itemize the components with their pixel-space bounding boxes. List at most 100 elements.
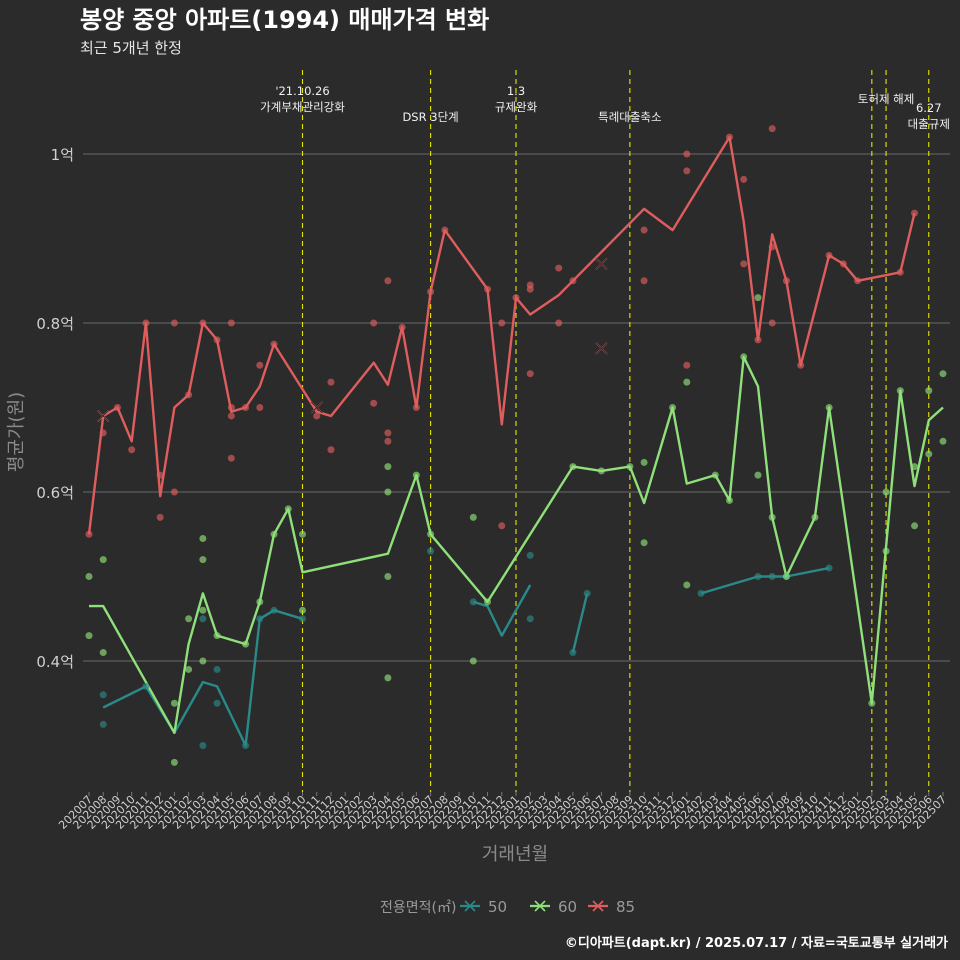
data-point-85	[384, 429, 392, 437]
data-point-60	[711, 471, 719, 479]
cross-marker-85	[595, 342, 608, 355]
data-point-60	[911, 522, 919, 530]
legend-swatch-cross	[464, 900, 476, 912]
data-point-85	[327, 378, 335, 386]
data-point-60	[811, 513, 819, 521]
data-point-60	[782, 573, 790, 580]
data-point-50	[199, 742, 207, 749]
data-point-85	[768, 319, 776, 327]
data-point-85	[113, 404, 121, 411]
data-point-60	[384, 674, 392, 682]
data-point-60	[754, 294, 762, 302]
data-point-60	[754, 471, 762, 479]
data-point-85	[555, 264, 563, 272]
data-point-50	[270, 606, 278, 614]
data-point-60	[299, 530, 306, 538]
data-point-85	[156, 513, 164, 521]
legend-swatch-cross	[592, 900, 604, 912]
data-point-60	[911, 463, 919, 471]
data-point-60	[170, 758, 178, 766]
data-point-60	[683, 581, 691, 589]
data-point-50	[99, 720, 107, 728]
data-point-85	[99, 429, 107, 437]
data-point-50	[242, 742, 250, 749]
y-tick-label: 0.4억	[36, 653, 74, 671]
data-point-60	[939, 437, 947, 445]
data-point-50	[825, 564, 833, 572]
cross-stroke	[310, 401, 323, 414]
data-point-85	[782, 277, 790, 285]
data-point-60	[925, 387, 933, 395]
cross-marker-85	[595, 257, 608, 270]
data-point-85	[498, 522, 506, 530]
x-axis-ticks: 2020072020082020092020102020112020122021…	[56, 792, 949, 832]
data-point-85	[313, 412, 321, 420]
chart-caption: ©디아파트(dapt.kr) / 2025.07.17 / 자료=국토교통부 실…	[565, 935, 948, 951]
series-line-50	[472, 584, 532, 637]
legend-item-60: 60	[530, 898, 577, 916]
data-point-50	[256, 615, 264, 623]
x-axis-title: 거래년월	[482, 844, 548, 865]
series-line-50	[102, 609, 303, 747]
data-point-60	[640, 458, 648, 466]
data-point-60	[925, 450, 933, 458]
data-point-85	[512, 294, 520, 302]
data-point-60	[882, 488, 890, 496]
cross-stroke	[97, 410, 110, 422]
data-point-60	[85, 632, 93, 640]
legend-item-50: 50	[460, 898, 507, 916]
data-point-85	[526, 285, 534, 293]
chart-title: 봉양 중앙 아파트(1994) 매매가격 변화	[80, 6, 489, 34]
data-point-50	[768, 573, 776, 580]
data-point-50	[526, 551, 534, 559]
data-point-60	[199, 657, 207, 665]
data-point-50	[469, 598, 477, 606]
data-point-85	[327, 446, 335, 454]
legend-title: 전용면적(㎡)	[380, 900, 456, 916]
data-point-85	[754, 336, 762, 344]
series-line-60	[89, 355, 944, 734]
data-point-50	[142, 682, 150, 690]
data-point-60	[199, 534, 207, 542]
data-point-50	[569, 649, 577, 657]
data-point-60	[726, 496, 733, 504]
data-point-85	[398, 323, 406, 331]
event-annotation-text: '21.10.26	[275, 84, 329, 98]
y-tick-label: 0.6억	[36, 484, 74, 502]
data-point-85	[227, 404, 235, 411]
data-point-60	[185, 615, 193, 623]
data-point-85	[740, 260, 748, 268]
data-point-60	[270, 530, 278, 538]
data-point-50	[99, 691, 107, 699]
data-point-60	[170, 699, 178, 707]
data-point-85	[170, 319, 178, 327]
data-point-85	[683, 361, 691, 369]
data-point-60	[626, 463, 634, 471]
event-annotation-text: 토허제 해제	[858, 92, 915, 106]
data-point-85	[526, 370, 534, 378]
data-point-85	[768, 243, 776, 251]
data-point-60	[185, 665, 193, 673]
data-point-60	[896, 387, 904, 395]
data-point-85	[256, 361, 264, 369]
data-point-85	[683, 150, 691, 158]
y-tick-label: 0.8억	[36, 315, 74, 333]
data-point-60	[384, 488, 392, 496]
data-point-60	[256, 598, 264, 606]
data-point-85	[797, 361, 805, 369]
data-point-85	[740, 175, 748, 183]
event-annotation-text: 6.27	[916, 101, 942, 115]
data-point-85	[839, 260, 847, 268]
data-point-50	[299, 615, 306, 623]
data-point-60	[640, 539, 648, 547]
data-point-60	[85, 573, 93, 580]
legend-item-85: 85	[588, 898, 635, 916]
data-point-85	[726, 133, 733, 141]
data-point-85	[142, 319, 150, 327]
data-point-85	[441, 226, 449, 234]
data-point-60	[299, 606, 306, 614]
data-point-50	[199, 615, 207, 623]
data-point-50	[697, 589, 705, 597]
data-point-85	[128, 446, 136, 454]
